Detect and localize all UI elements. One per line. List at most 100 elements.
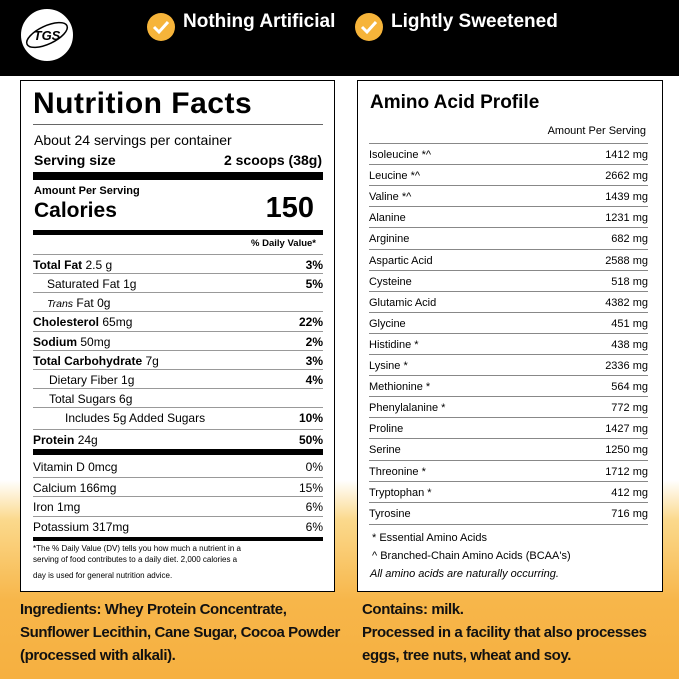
amino-row: Aspartic Acid 2588 mg xyxy=(369,248,648,271)
note: * Essential Amino Acids xyxy=(372,532,487,544)
nutrient-amount: 65mg xyxy=(102,315,133,329)
icons: TGS xyxy=(19,7,383,63)
amino-name: Isoleucine *^ xyxy=(369,149,432,161)
footnote-line: serving of food contributes to a daily d… xyxy=(33,555,238,564)
amino-amount: 412 mg xyxy=(611,486,648,499)
amino-row: Valine *^ 1439 mg xyxy=(369,185,648,207)
nutrient-amount: 24g xyxy=(77,433,98,447)
nutrient-amount: 6g xyxy=(119,392,133,406)
nutrient-row: Cholesterol 65mg 22% xyxy=(33,311,323,331)
amino-amount: 4382 mg xyxy=(605,296,648,309)
serving-size-value: 2 scoops (38g) xyxy=(223,152,322,168)
amino-name: Aspartic Acid xyxy=(369,254,433,267)
daily-value: 3% xyxy=(305,354,323,368)
footnote-line: day is used for general nutrition advice… xyxy=(33,571,173,580)
amino-amount: 518 mg xyxy=(611,275,648,288)
nutrient-row: Protein 24g 50% xyxy=(33,429,323,449)
nutrient-name: Total Fat xyxy=(33,258,83,272)
nutrient-amount: Fat 0g xyxy=(76,296,111,310)
nutrient-name: Saturated Fat xyxy=(47,277,120,291)
amino-name: Valine *^ xyxy=(369,191,412,204)
daily-value: 2% xyxy=(305,335,323,349)
amino-row: Threonine * 1712 mg xyxy=(369,459,648,482)
nutrient-amount: 1g xyxy=(121,373,135,387)
daily-value: 50% xyxy=(298,433,323,447)
top-banner: TGS Nothing Artificial Lightly Sweetened xyxy=(0,0,679,76)
vitamin-row: Vitamin D 0mcg 0% xyxy=(33,457,323,476)
amino-name: Glutamic Acid xyxy=(369,296,437,309)
amino-amount: 2336 mg xyxy=(605,360,648,372)
logo xyxy=(19,7,75,63)
check-icon xyxy=(147,13,175,41)
amount-header: Amount Per Serving xyxy=(547,125,646,137)
badge: Lightly Sweetened xyxy=(391,11,558,32)
nutrient-name: Trans xyxy=(47,298,74,310)
amino-row: Glycine 451 mg xyxy=(369,311,648,334)
daily-value: 3% xyxy=(305,258,323,272)
amino-row: Glutamic Acid 4382 mg xyxy=(369,290,648,313)
title: Nutrition Facts xyxy=(33,87,253,120)
amino-row: Arginine 682 mg xyxy=(369,227,648,249)
amino-name: Cysteine xyxy=(369,275,412,288)
daily-value: 6% xyxy=(305,500,323,514)
nutrient-name: Includes 5g Added Sugars xyxy=(65,411,206,425)
amino-amount: 2662 mg xyxy=(605,170,648,183)
nutrient-row: Total Fat 2.5 g 3% xyxy=(33,254,323,274)
amino-name: Tryptophan * xyxy=(369,486,432,499)
nutrient-amount: 2.5 g xyxy=(85,258,113,272)
amino-row: Methionine * 564 mg xyxy=(369,375,648,397)
daily-value: 22% xyxy=(298,315,323,329)
amino-amount: 1427 mg xyxy=(605,423,648,436)
amino-row: Histidine * 438 mg xyxy=(369,332,648,355)
nutrient-name: Total Carbohydrate xyxy=(33,354,143,368)
vitamin-row: Calcium 166mg 15% xyxy=(33,476,323,497)
calories-label: Calories xyxy=(34,199,117,222)
nutrient-name: Protein xyxy=(33,433,75,447)
vitamin-name: Calcium 166mg xyxy=(33,480,117,495)
amino-name: Glycine xyxy=(369,317,406,330)
amino-amount: 2588 mg xyxy=(605,254,648,267)
title: Amino Acid Profile xyxy=(370,92,540,113)
amino-row: Serine 1250 mg xyxy=(369,438,648,460)
amino-row: Phenylalanine * 772 mg xyxy=(369,396,648,418)
amino-amount: 1231 mg xyxy=(605,212,648,225)
nutrient-amount: 50mg xyxy=(80,335,111,349)
amino-name: Alanine xyxy=(369,212,406,225)
amino-row: Leucine *^ 2662 mg xyxy=(369,164,648,186)
amino-amount: 1712 mg xyxy=(605,465,648,478)
amino-name: Leucine *^ xyxy=(369,170,421,183)
footnote-line: *The % Daily Value (DV) tells you how mu… xyxy=(33,544,241,553)
amino-name: Proline xyxy=(369,423,404,436)
amino-amount: 1439 mg xyxy=(605,191,648,204)
calories-value: 150 xyxy=(265,192,314,224)
nutrient-amount: 7g xyxy=(145,354,159,368)
nutrient-name: Dietary Fiber xyxy=(49,373,118,387)
amino-amount: 1250 mg xyxy=(605,444,648,457)
nutrient-row: Sodium 50mg 2% xyxy=(33,331,323,351)
nutrient-amount: 1g xyxy=(123,277,137,291)
nutrient-row: Saturated Fat 1g 5% xyxy=(33,273,323,293)
daily-value: 15% xyxy=(298,480,323,495)
daily-value: 10% xyxy=(298,411,323,425)
nutrient-row: Total Carbohydrate 7g 3% xyxy=(33,350,323,370)
vitamin-name: Vitamin D 0mcg xyxy=(33,460,118,474)
allergens-line: Contains: milk. xyxy=(362,601,464,618)
amino-amount: 451 mg xyxy=(611,317,648,330)
amino-row: Proline 1427 mg xyxy=(369,417,648,439)
amino-row: Tryptophan * 412 mg xyxy=(369,480,648,503)
amino-row: Tyrosine 716 mg xyxy=(369,501,648,525)
ingredients-line: (processed with alkali). xyxy=(20,647,176,664)
amino-acid-profile: Amino Acid Profile Amount Per Serving Is… xyxy=(357,80,663,592)
amino-name: Histidine * xyxy=(369,338,419,351)
amino-amount: 438 mg xyxy=(611,338,648,351)
badge: Nothing Artificial xyxy=(183,11,336,32)
amino-row: Lysine * 2336 mg xyxy=(369,354,648,376)
amino-row: Cysteine 518 mg xyxy=(369,269,648,292)
logo-text: TGS xyxy=(34,28,61,43)
amino-name: Tyrosine xyxy=(369,507,411,520)
dv-header: % Daily Value* xyxy=(251,238,316,249)
amino-amount: 1412 mg xyxy=(605,149,648,161)
amino-name: Methionine * xyxy=(369,381,431,394)
nutrient-row: Trans Fat 0g xyxy=(33,292,323,312)
